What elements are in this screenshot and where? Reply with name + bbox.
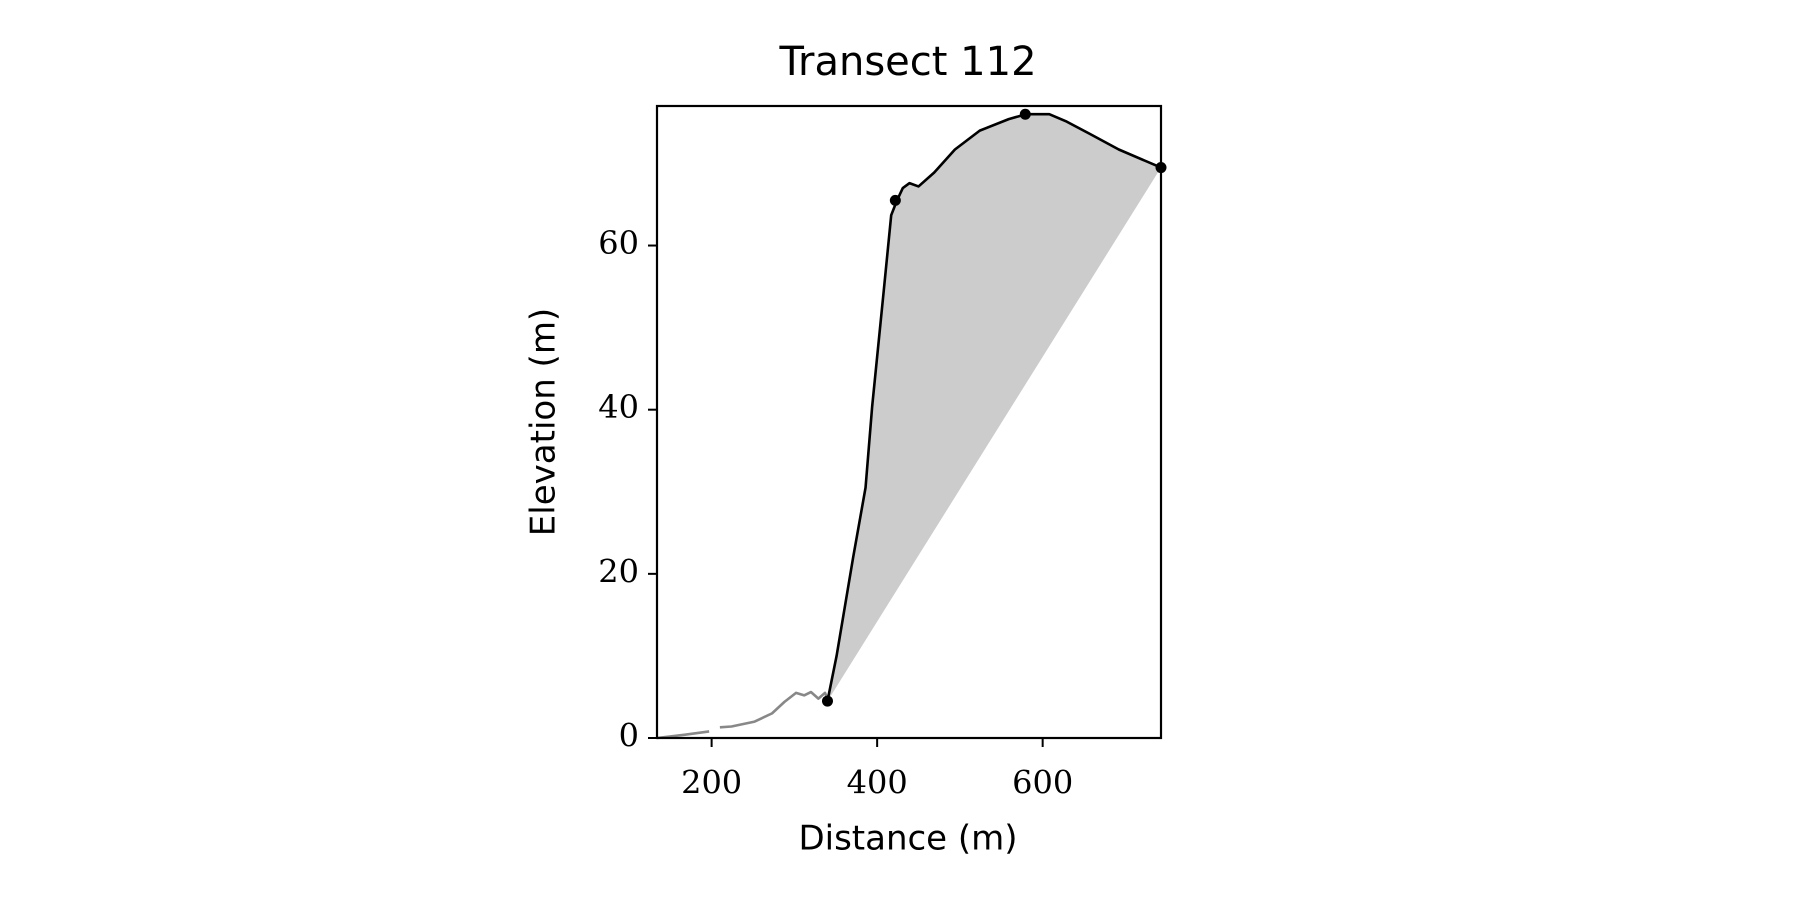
marker <box>1019 108 1031 120</box>
y-tick-label: 20 <box>598 552 639 590</box>
shaded-area <box>827 114 1161 702</box>
x-tick-label: 200 <box>681 764 742 802</box>
chart-title: Transect 112 <box>778 39 1036 85</box>
line <box>656 690 830 740</box>
y-tick-label: 60 <box>598 224 639 262</box>
x-tick-label: 600 <box>1012 764 1073 802</box>
marker <box>889 194 901 206</box>
y-axis-label: Elevation (m) <box>524 308 564 536</box>
y-tick-label: 0 <box>619 717 639 755</box>
y-tick-label: 40 <box>598 388 639 426</box>
plot-frame <box>655 104 1163 740</box>
x-axis-label: Distance (m) <box>798 819 1017 859</box>
x-tick-label: 400 <box>847 764 908 802</box>
line <box>826 112 1162 702</box>
marker <box>821 695 833 707</box>
